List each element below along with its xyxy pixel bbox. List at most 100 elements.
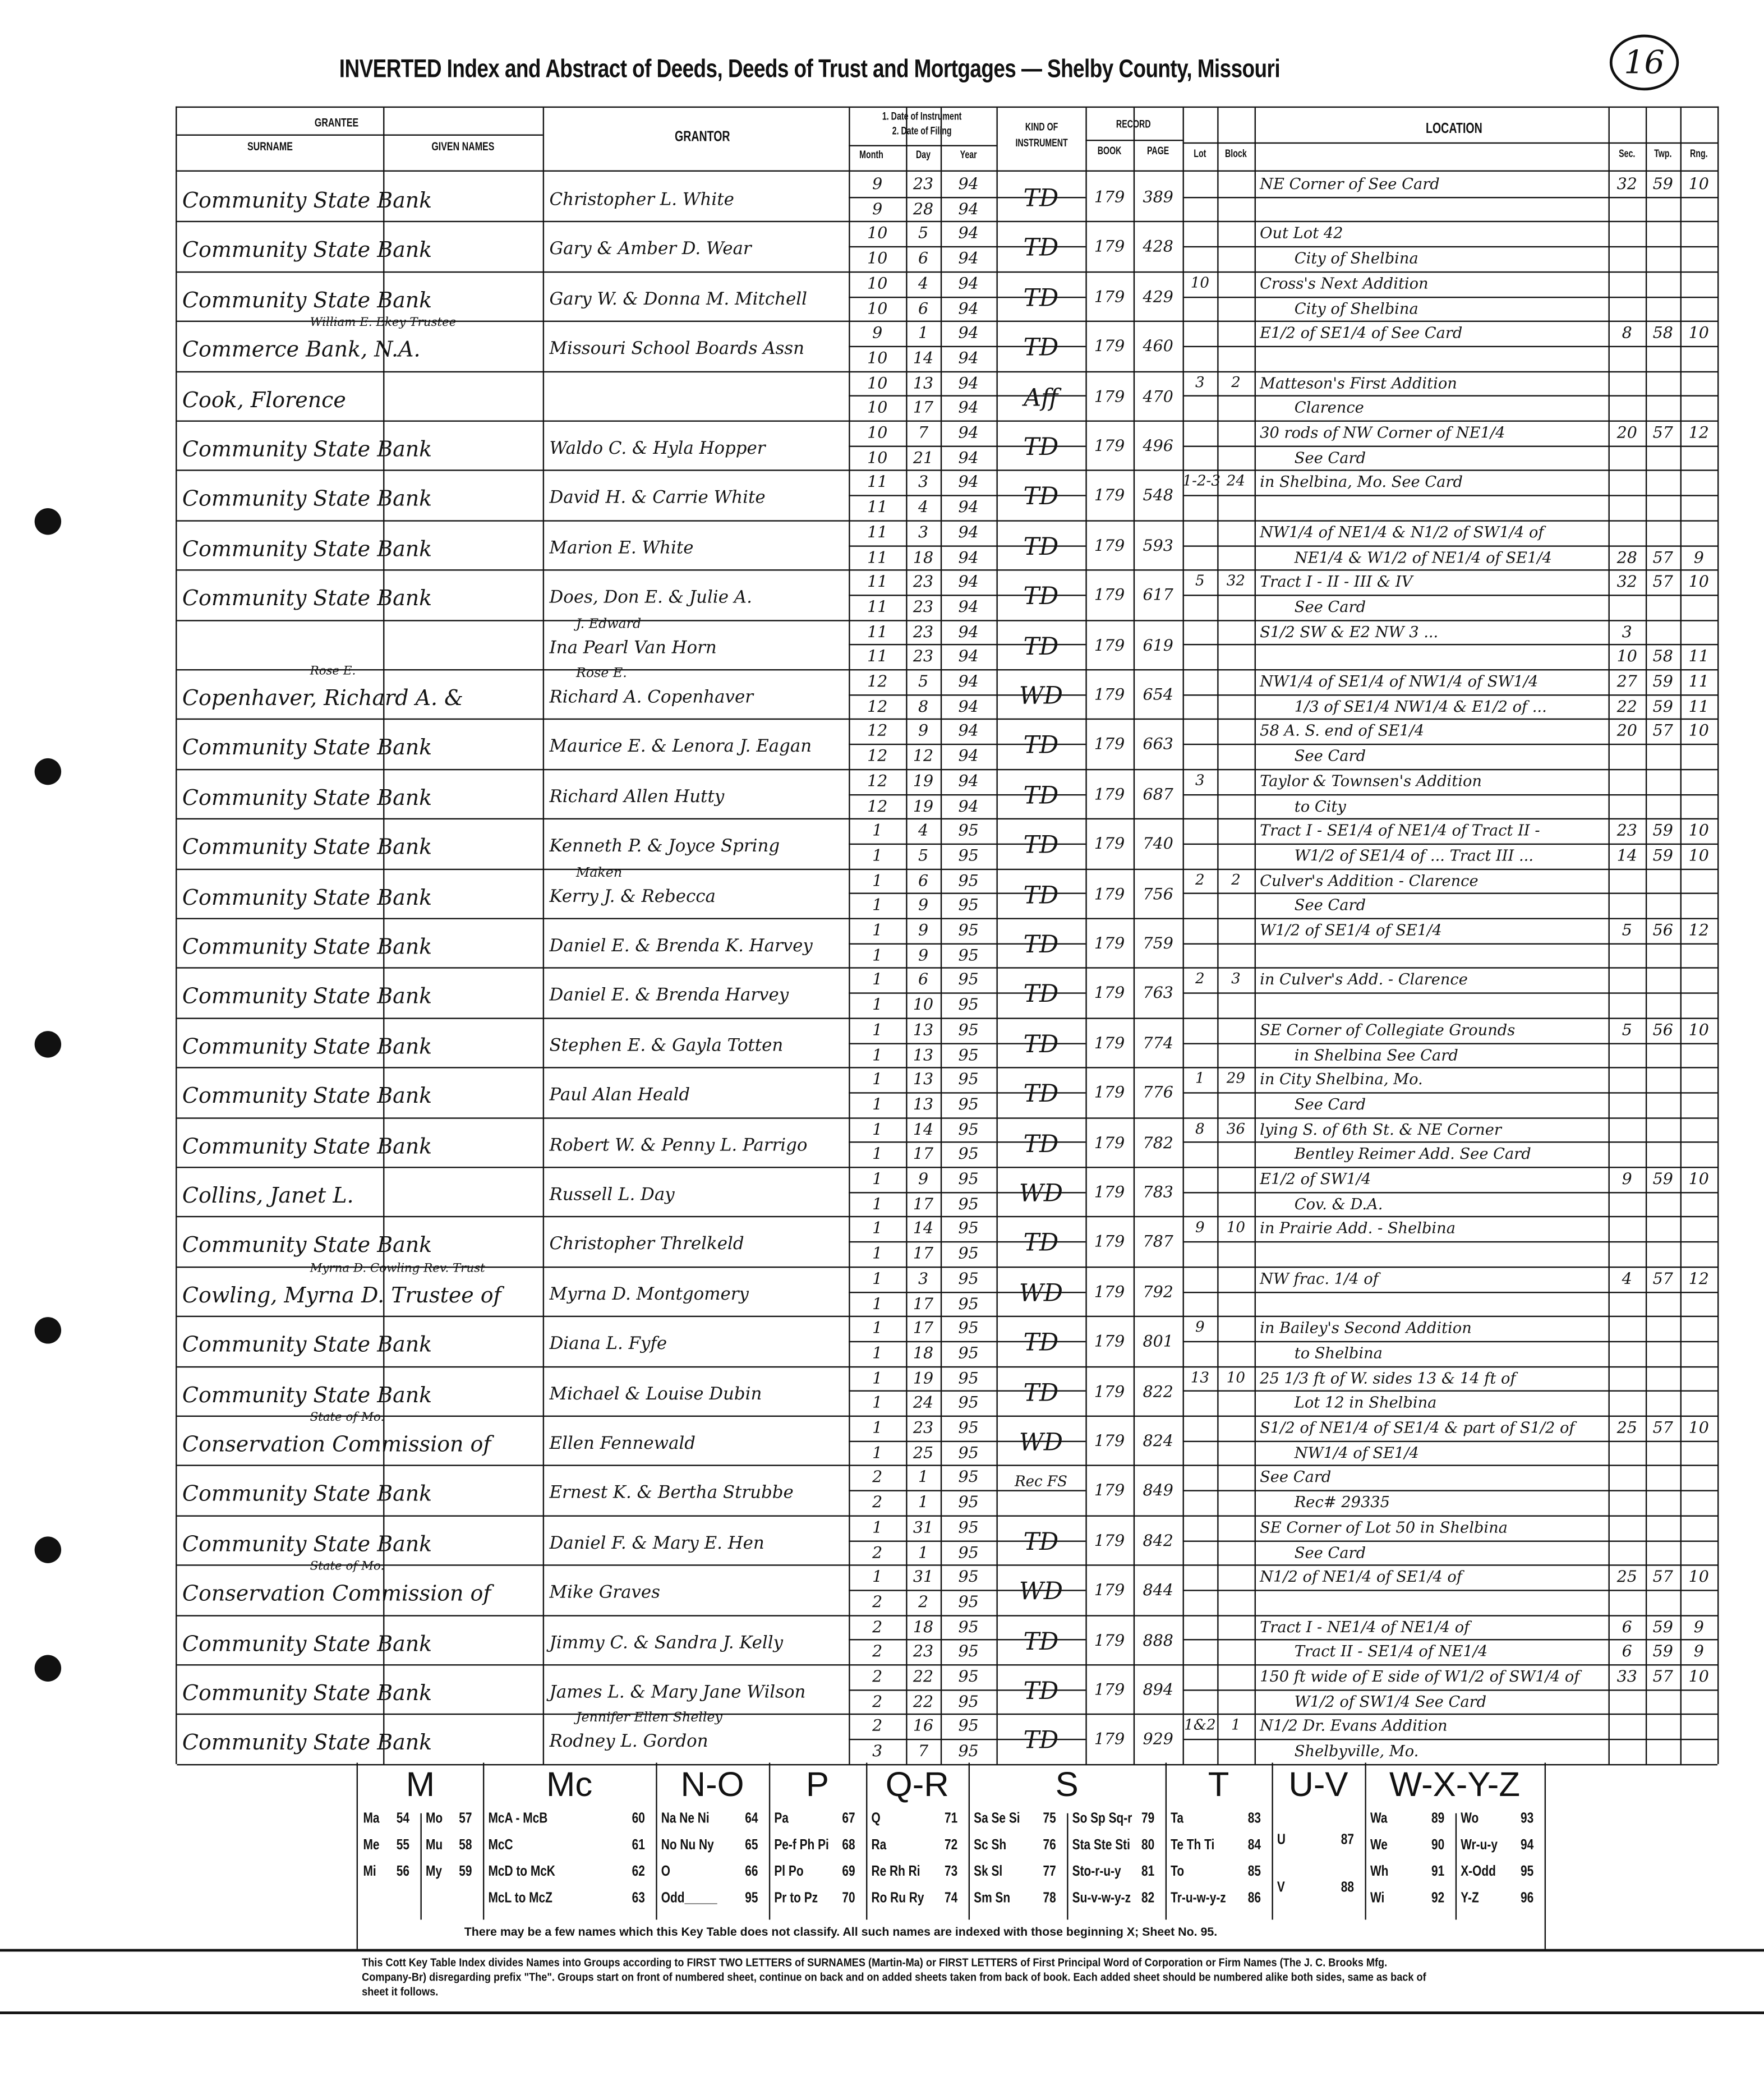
day-value: 5 [918,224,929,243]
key-entry-label: Sc Sh [974,1837,1007,1853]
key-entry-sheet: 65 [745,1837,758,1853]
month-value: 10 [867,423,888,442]
year-value: 95 [958,1468,979,1487]
key-entry-sheet: 90 [1430,1837,1444,1853]
row-rule [177,321,1717,323]
row-rule [177,1167,1717,1168]
month-value: 9 [872,174,883,193]
record-book: 179 [1094,1531,1125,1550]
day-value: 19 [913,771,934,790]
row-rule [1182,1341,1717,1342]
record-page: 496 [1143,436,1173,455]
key-group: W-X-Y-Z Wa 89 We 90 Wh 91 Wi 92 Wo 93 Wr-u-y 94 X-Odd… [1365,1763,1544,1920]
key-group-letter: P [805,1764,830,1804]
header-day: Day [915,149,931,161]
row-rule [177,1465,1717,1467]
column-rule [383,108,385,1765]
row-rule [177,1614,1717,1616]
grantor-note: Maken [575,865,623,881]
record-book: 179 [1094,1232,1125,1251]
row-rule [177,1664,1717,1666]
township-value: 57 [1652,1269,1673,1288]
day-value: 18 [913,1343,934,1362]
key-entry-label: Pa [774,1811,789,1827]
key-entry-sheet: 61 [632,1837,645,1853]
year-value: 95 [958,846,979,865]
record-page: 470 [1143,386,1173,406]
binder-hole [34,1655,62,1682]
record-book: 179 [1094,884,1125,903]
grantor-name: Michael & Louise Dubin [549,1384,762,1405]
section-value: 5 [1622,1020,1632,1039]
month-value: 2 [872,1642,883,1661]
section-value: 6 [1622,1617,1632,1636]
lot-value: 1 [1195,1070,1205,1088]
record-book: 179 [1094,237,1125,256]
township-value: 58 [1652,647,1673,666]
year-value: 94 [958,721,979,740]
row-rule [849,1739,1086,1740]
record-book: 179 [1094,1680,1125,1699]
row-rule [1085,140,1183,141]
row-rule [1182,1291,1717,1293]
block-value: 2 [1231,871,1241,888]
record-page: 763 [1143,983,1173,1002]
key-group: P Pa 67 Pe-f Ph Pi 68 Pl Po 69 Pr to Pz 70 [769,1762,868,1920]
key-entry-sheet: 91 [1430,1863,1444,1880]
key-entry-label: McC [488,1837,513,1853]
grantor-note: Rose E. [575,666,627,681]
township-value: 59 [1652,174,1673,193]
grantor-name: Rodney L. Gordon [549,1733,708,1753]
section-value: 20 [1616,423,1637,442]
location-line: See Card [1294,895,1366,915]
year-value: 95 [958,1219,979,1238]
month-value: 10 [867,248,888,268]
key-entry-label: Tr-u-w-y-z [1171,1890,1226,1907]
grantor-name: Jimmy C. & Sandra J. Kelly [549,1633,784,1654]
key-entry-sheet: 89 [1430,1811,1444,1827]
row-rule [849,1042,1086,1044]
year-value: 95 [958,1144,979,1163]
grantor-name: James L. & Mary Jane Wilson [549,1683,806,1703]
grantor-name: Waldo C. & Hyla Hopper [549,439,766,459]
key-entry-sheet: 81 [1141,1863,1155,1880]
instrument-kind: TD [1023,782,1059,810]
month-value: 1 [872,1070,883,1089]
key-entry-label: Mu [425,1837,443,1853]
key-divider [1454,1813,1456,1920]
range-value: 10 [1688,846,1709,865]
location-line: See Card [1260,1468,1332,1487]
month-value: 12 [867,721,888,740]
key-entry-label: Re Rh Ri [871,1863,920,1880]
range-value: 10 [1688,721,1709,740]
grantee-name: Community State Bank [182,1132,432,1158]
day-value: 22 [913,1692,934,1711]
day-value: 31 [913,1567,934,1586]
location-line: E1/2 of SE1/4 of See Card [1260,323,1463,342]
instrument-kind: TD [1023,1230,1059,1258]
column-rule [1182,108,1184,1765]
month-value: 10 [867,348,888,367]
row-rule [177,1017,1717,1019]
instrument-kind: TD [1023,1677,1059,1706]
year-value: 94 [958,348,979,367]
year-value: 95 [958,1169,979,1189]
block-value: 32 [1226,572,1246,590]
grantee-name: Community State Bank [182,436,432,462]
location-line: in Shelbina, Mo. See Card [1260,472,1463,492]
lot-value: 9 [1195,1219,1205,1237]
row-rule [177,134,543,136]
row-rule [1182,1042,1717,1044]
key-group: M Ma 54 Me 55 Mi 56 Mo 57 Mu 58 My 59 [358,1762,485,1920]
row-rule [1182,495,1717,496]
lot-value: 2 [1195,970,1205,988]
record-page: 822 [1143,1382,1173,1401]
record-page: 929 [1143,1730,1173,1749]
grantee-name: Community State Bank [182,536,432,561]
instrument-kind: WD [1019,1578,1063,1606]
row-rule [177,818,1717,820]
row-rule [177,1714,1717,1716]
township-value: 57 [1652,1567,1673,1586]
key-entry-label: Wo [1460,1811,1479,1827]
month-value: 9 [872,199,883,218]
